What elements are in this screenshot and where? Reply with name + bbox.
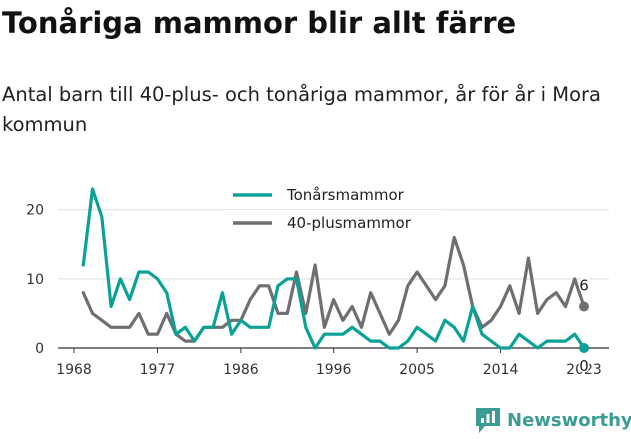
end-label-40-plusmammor: 6 — [579, 277, 589, 295]
y-tick-label: 0 — [35, 341, 44, 357]
legend-label-40-plusmammor: 40-plusmammor — [287, 214, 412, 232]
x-tick-label: 1968 — [56, 362, 92, 378]
chart-axes: 0 10 20 1968 1977 1986 1996 2005 2014 2023 — [26, 203, 602, 378]
x-tick-label: 1986 — [223, 362, 259, 378]
brand-name: Newsworthy — [507, 410, 631, 431]
x-tick-label: 2023 — [566, 362, 602, 378]
x-tick-label: 2014 — [483, 362, 519, 378]
newsworthy-logo-icon — [476, 408, 500, 433]
series-line-tonarsmammor — [81, 187, 586, 350]
chart-series: 06 — [81, 187, 590, 377]
x-tick-label: 1996 — [316, 362, 352, 378]
y-tick-label: 10 — [26, 272, 44, 288]
y-tick-label: 20 — [26, 203, 44, 219]
x-tick-label: 2005 — [399, 362, 435, 378]
end-label-tonarsmammor: 0 — [579, 357, 589, 375]
chart-title: Tonåriga mammor blir allt färre — [2, 6, 517, 40]
end-point-40-plusmammor — [579, 301, 589, 312]
chart-subtitle: Antal barn till 40-plus- och tonåriga ma… — [2, 83, 601, 136]
legend-label-tonarsmammor: Tonårsmammor — [286, 186, 405, 204]
brand-logo[interactable]: Newsworthy — [476, 408, 631, 434]
end-point-tonarsmammor — [579, 343, 589, 353]
legend-item-tonarsmammor[interactable]: Tonårsmammor — [224, 182, 444, 208]
legend-item-40-plusmammor[interactable]: 40-plusmammor — [224, 210, 444, 236]
chart-legend[interactable]: Tonårsmammor 40-plusmammor — [224, 182, 444, 236]
series-line-40-plusmammor — [81, 235, 586, 343]
x-tick-label: 1977 — [140, 362, 176, 378]
